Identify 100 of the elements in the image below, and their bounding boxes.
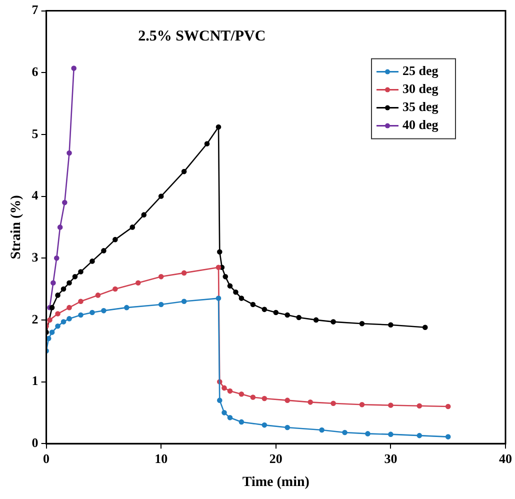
point <box>222 385 227 391</box>
point <box>250 394 256 400</box>
point <box>422 324 428 330</box>
y-tick-label: 7 <box>32 2 39 18</box>
point <box>445 404 451 410</box>
point <box>112 286 118 292</box>
legend-label: 25 deg <box>402 63 439 78</box>
x-tick-label: 0 <box>43 450 50 466</box>
y-tick-label: 2 <box>32 311 38 326</box>
point <box>62 200 68 206</box>
text: 2.5% SWCNT/PVC <box>138 28 266 45</box>
point <box>227 388 233 394</box>
point <box>416 403 422 409</box>
point <box>313 317 319 323</box>
point <box>78 269 84 274</box>
point <box>238 419 244 425</box>
point <box>284 424 290 430</box>
point <box>330 319 336 324</box>
point <box>216 296 222 301</box>
point <box>216 264 222 270</box>
point <box>217 398 222 403</box>
point <box>55 292 60 298</box>
point <box>181 298 187 304</box>
point <box>71 66 76 71</box>
x-tick-label: 10 <box>154 450 168 466</box>
x-tick-label: 30 <box>384 450 398 466</box>
point <box>66 304 72 310</box>
point <box>66 280 72 286</box>
point <box>273 310 279 316</box>
legend-label: 40 deg <box>402 117 439 132</box>
y-tick-label: 6 <box>32 64 39 79</box>
point <box>57 224 63 230</box>
point <box>135 280 141 286</box>
point <box>66 150 72 156</box>
point <box>238 391 244 397</box>
point <box>216 124 222 130</box>
point <box>158 274 164 280</box>
point <box>60 319 66 324</box>
y-tick-label: 5 <box>32 126 39 141</box>
point <box>217 249 222 255</box>
point <box>90 310 95 316</box>
point <box>365 431 370 436</box>
point <box>101 308 106 314</box>
point <box>319 427 324 433</box>
point <box>49 330 55 335</box>
y-tick-label: 1 <box>32 373 38 388</box>
point <box>90 258 95 264</box>
point <box>296 314 302 320</box>
point <box>50 280 56 286</box>
point <box>262 396 268 402</box>
point <box>342 430 348 436</box>
point <box>250 302 256 308</box>
point <box>308 400 313 405</box>
point <box>330 400 336 406</box>
point <box>60 286 66 292</box>
y-tick-label: 4 <box>32 188 39 203</box>
point <box>95 292 101 298</box>
point <box>359 321 365 326</box>
point <box>445 434 451 440</box>
point <box>238 296 244 301</box>
point <box>112 236 118 242</box>
point <box>54 255 60 261</box>
point <box>78 298 84 304</box>
x-axis-title: Time (min) <box>242 475 310 490</box>
point <box>55 311 60 316</box>
point <box>222 410 227 416</box>
point <box>284 312 290 318</box>
point <box>47 317 52 323</box>
point <box>388 432 394 437</box>
y-tick-label: 0 <box>32 434 38 450</box>
point <box>101 248 106 254</box>
point <box>158 194 164 199</box>
point <box>416 432 422 438</box>
point <box>130 224 136 230</box>
y-tick-label: 3 <box>32 249 39 264</box>
point <box>233 289 238 295</box>
point <box>388 402 394 408</box>
point <box>66 316 72 322</box>
point <box>78 312 84 318</box>
point <box>284 398 290 403</box>
point <box>388 322 394 328</box>
point <box>359 402 365 408</box>
point <box>49 304 55 310</box>
point <box>181 168 187 174</box>
point <box>262 306 268 312</box>
point <box>72 274 78 280</box>
point <box>262 422 268 428</box>
point <box>222 274 228 280</box>
point <box>227 283 233 289</box>
y-axis-title: Strain (%) <box>9 194 24 260</box>
point <box>181 270 187 276</box>
point <box>227 414 233 420</box>
x-tick-label: 40 <box>499 450 512 466</box>
point <box>158 302 164 308</box>
point <box>204 141 210 146</box>
legend-label: 30 deg <box>402 81 439 96</box>
point <box>141 212 147 218</box>
point <box>124 304 130 310</box>
point <box>55 323 60 329</box>
legend-label: 35 deg <box>402 99 439 114</box>
